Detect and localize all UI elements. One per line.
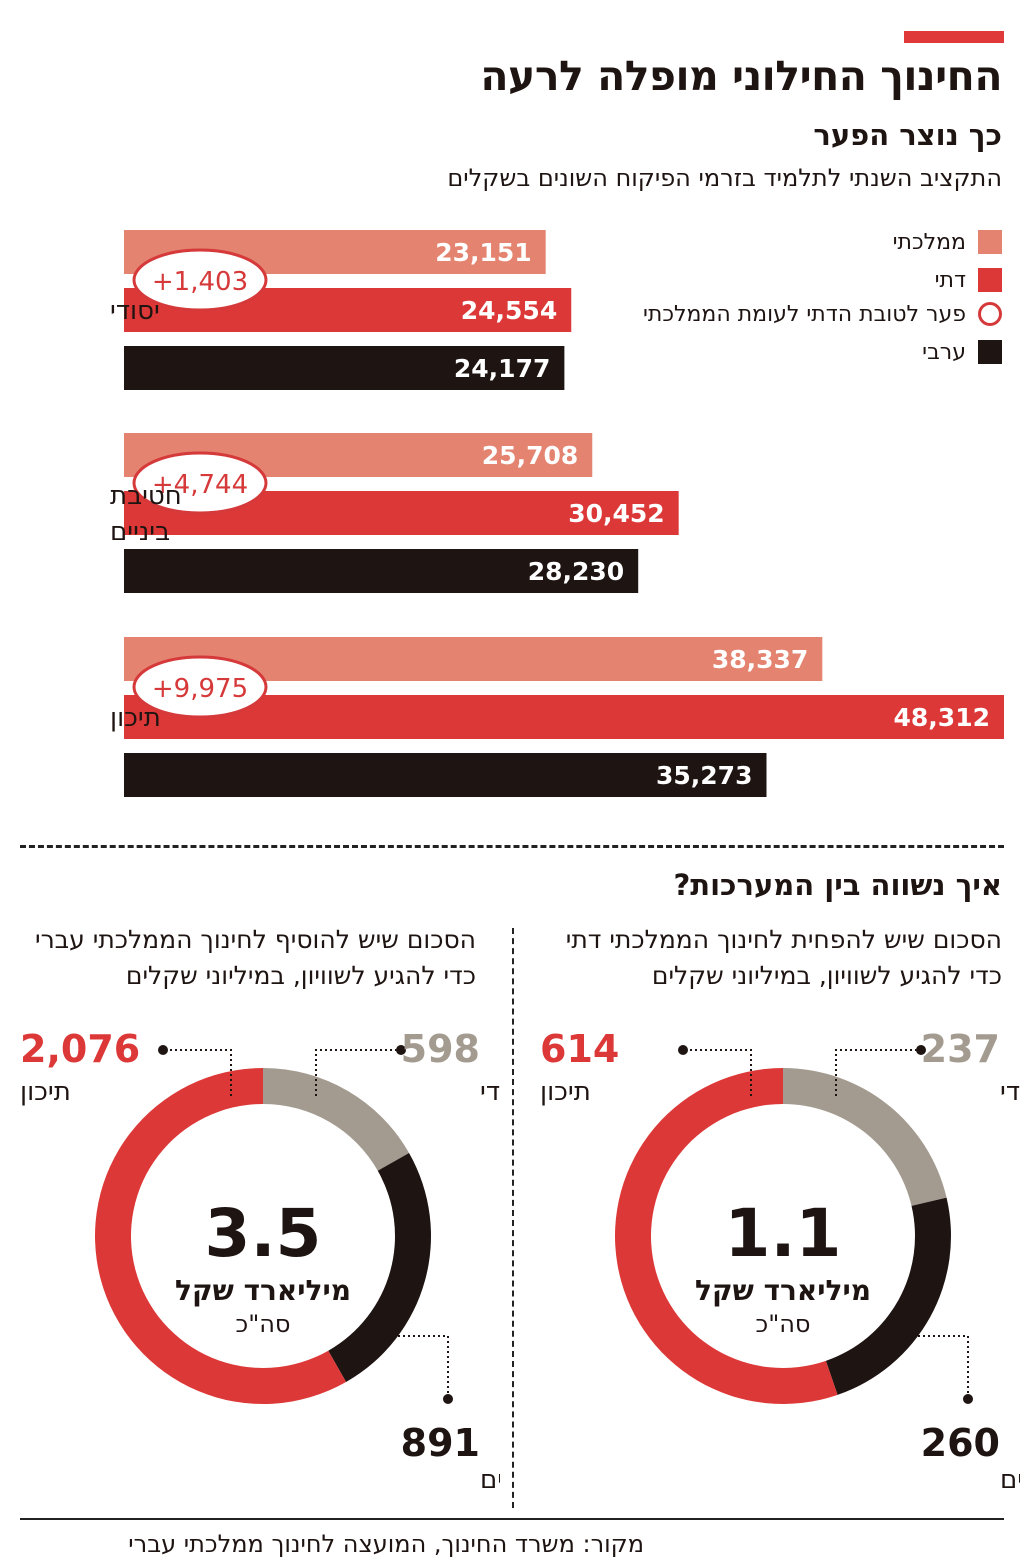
donut-center-value: 3.5 — [205, 1195, 322, 1272]
gap-label: +1,403 — [152, 267, 248, 297]
donut-right-description: הסכום שיש להפחית לחינוך הממלכתי דתי כדי … — [566, 922, 1002, 994]
donut-center-note: סה"כ — [756, 1310, 811, 1338]
bar-aravi — [124, 346, 565, 390]
callout-leader — [167, 1049, 232, 1096]
bottom-rule — [20, 1518, 1004, 1520]
legend-item-dati: דתי — [935, 266, 1002, 294]
callout-dot — [158, 1045, 168, 1055]
bar-value-label: 48,312 — [894, 703, 990, 732]
donut-value-tichon: 2,076 — [20, 1027, 140, 1071]
donut-right-desc-line: כדי להגיע לשוויון, במיליוני שקלים — [651, 961, 1002, 990]
category-label: יסודי — [110, 296, 160, 326]
gap-label: +9,975 — [152, 674, 248, 704]
bar-value-label: 28,230 — [528, 557, 624, 586]
category-label: ביניים — [110, 517, 170, 547]
callout-leader — [835, 1049, 918, 1096]
donut-label-tichon: תיכון — [540, 1077, 591, 1107]
gap-ellipse — [132, 451, 268, 515]
donut-left-desc-line: הסכום שיש להוסיף לחינוך הממלכתי עברי — [34, 925, 476, 954]
donut-label-yesodi: יסודי — [1000, 1077, 1020, 1107]
donut-label-hativa: חטיבת ביניים — [480, 1465, 500, 1490]
callout-dot — [916, 1045, 926, 1055]
page-title: החינוך החילוני מופלה לרעה — [480, 52, 1002, 100]
callout-dot — [678, 1045, 688, 1055]
legend-label: דתי — [934, 267, 966, 293]
bar-dati — [124, 695, 1004, 739]
bar-value-label: 38,337 — [712, 645, 808, 674]
legend-swatch-dati — [978, 268, 1002, 292]
legend-swatch-mamlachti — [978, 230, 1002, 254]
bar-value-label: 30,452 — [568, 499, 664, 528]
bar-aravi — [124, 753, 767, 797]
donut-value-hativa: 260 — [921, 1421, 1000, 1465]
legend-item-gap: פער לטובת הדתי לעומת הממלכתי — [643, 300, 1002, 328]
legend-swatch-aravi — [978, 340, 1002, 364]
chart-description: התקציב השנתי לתלמיד בזרמי הפיקוח השונים … — [447, 164, 1002, 192]
callout-leader — [393, 1335, 449, 1396]
donut-separator — [512, 928, 514, 1508]
ring-icon — [978, 302, 1002, 326]
gap-ellipse — [132, 655, 268, 719]
legend-item-mamlachti: ממלכתי — [893, 228, 1002, 256]
donut-label-tichon: תיכון — [20, 1077, 71, 1107]
donut-value-tichon: 614 — [540, 1027, 619, 1071]
donut-slice-yesodi — [783, 1068, 947, 1206]
bar-value-label: 23,151 — [435, 238, 531, 267]
category-label: תיכון — [110, 703, 161, 733]
accent-bar — [904, 31, 1004, 43]
donut-label-hativa: חטיבת ביניים — [1000, 1465, 1020, 1490]
donut-value-hativa: 891 — [401, 1421, 480, 1465]
legend-label: פער לטובת הדתי לעומת הממלכתי — [642, 301, 966, 327]
gap-label: +4,744 — [152, 470, 248, 500]
donut-left-description: הסכום שיש להוסיף לחינוך הממלכתי עברי כדי… — [35, 922, 476, 994]
legend-label: ערבי — [922, 339, 966, 365]
gap-ellipse — [132, 248, 268, 312]
donut-slice-tichon — [615, 1068, 838, 1404]
donut-value-yesodi: 237 — [921, 1027, 1000, 1071]
bar-value-label: 24,554 — [461, 296, 557, 325]
bar-aravi — [124, 549, 639, 593]
bar-value-label: 35,273 — [656, 761, 752, 790]
donut-slice-hativat-beynaim — [328, 1152, 431, 1383]
category-label: חטיבת — [110, 481, 182, 511]
callout-dot — [443, 1394, 453, 1404]
source-note: מקור: משרד החינוך, המועצה לחינוך ממלכתי … — [128, 1530, 644, 1558]
callout-leader — [687, 1049, 752, 1096]
section2-title: איך נשווה בין המערכות? — [673, 868, 1002, 902]
donut-slice-hativat-beynaim — [825, 1197, 951, 1395]
bar-value-label: 25,708 — [482, 441, 578, 470]
callout-leader — [913, 1335, 969, 1396]
chart-subtitle: כך נוצר הפער — [813, 118, 1002, 152]
donut-center-unit: מיליארד שקל — [695, 1274, 871, 1307]
donut-left-desc-line: כדי להגיע לשוויון, במיליוני שקלים — [125, 961, 476, 990]
donut-center-value: 1.1 — [725, 1195, 842, 1272]
section-divider — [20, 845, 1004, 848]
callout-leader — [315, 1049, 398, 1096]
donut-right-desc-line: הסכום שיש להפחית לחינוך הממלכתי דתי — [565, 925, 1002, 954]
donut-slice-yesodi — [263, 1068, 410, 1171]
donut-value-yesodi: 598 — [401, 1027, 480, 1071]
legend-label: ממלכתי — [892, 229, 966, 255]
legend-item-aravi: ערבי — [922, 338, 1002, 366]
donut-center-unit: מיליארד שקל — [175, 1274, 351, 1307]
callout-dot — [963, 1394, 973, 1404]
donut-slice-tichon — [95, 1068, 347, 1404]
donut-center-note: סה"כ — [236, 1310, 291, 1338]
donut-label-yesodi: יסודי — [480, 1077, 500, 1107]
bar-value-label: 24,177 — [454, 354, 550, 383]
callout-dot — [396, 1045, 406, 1055]
